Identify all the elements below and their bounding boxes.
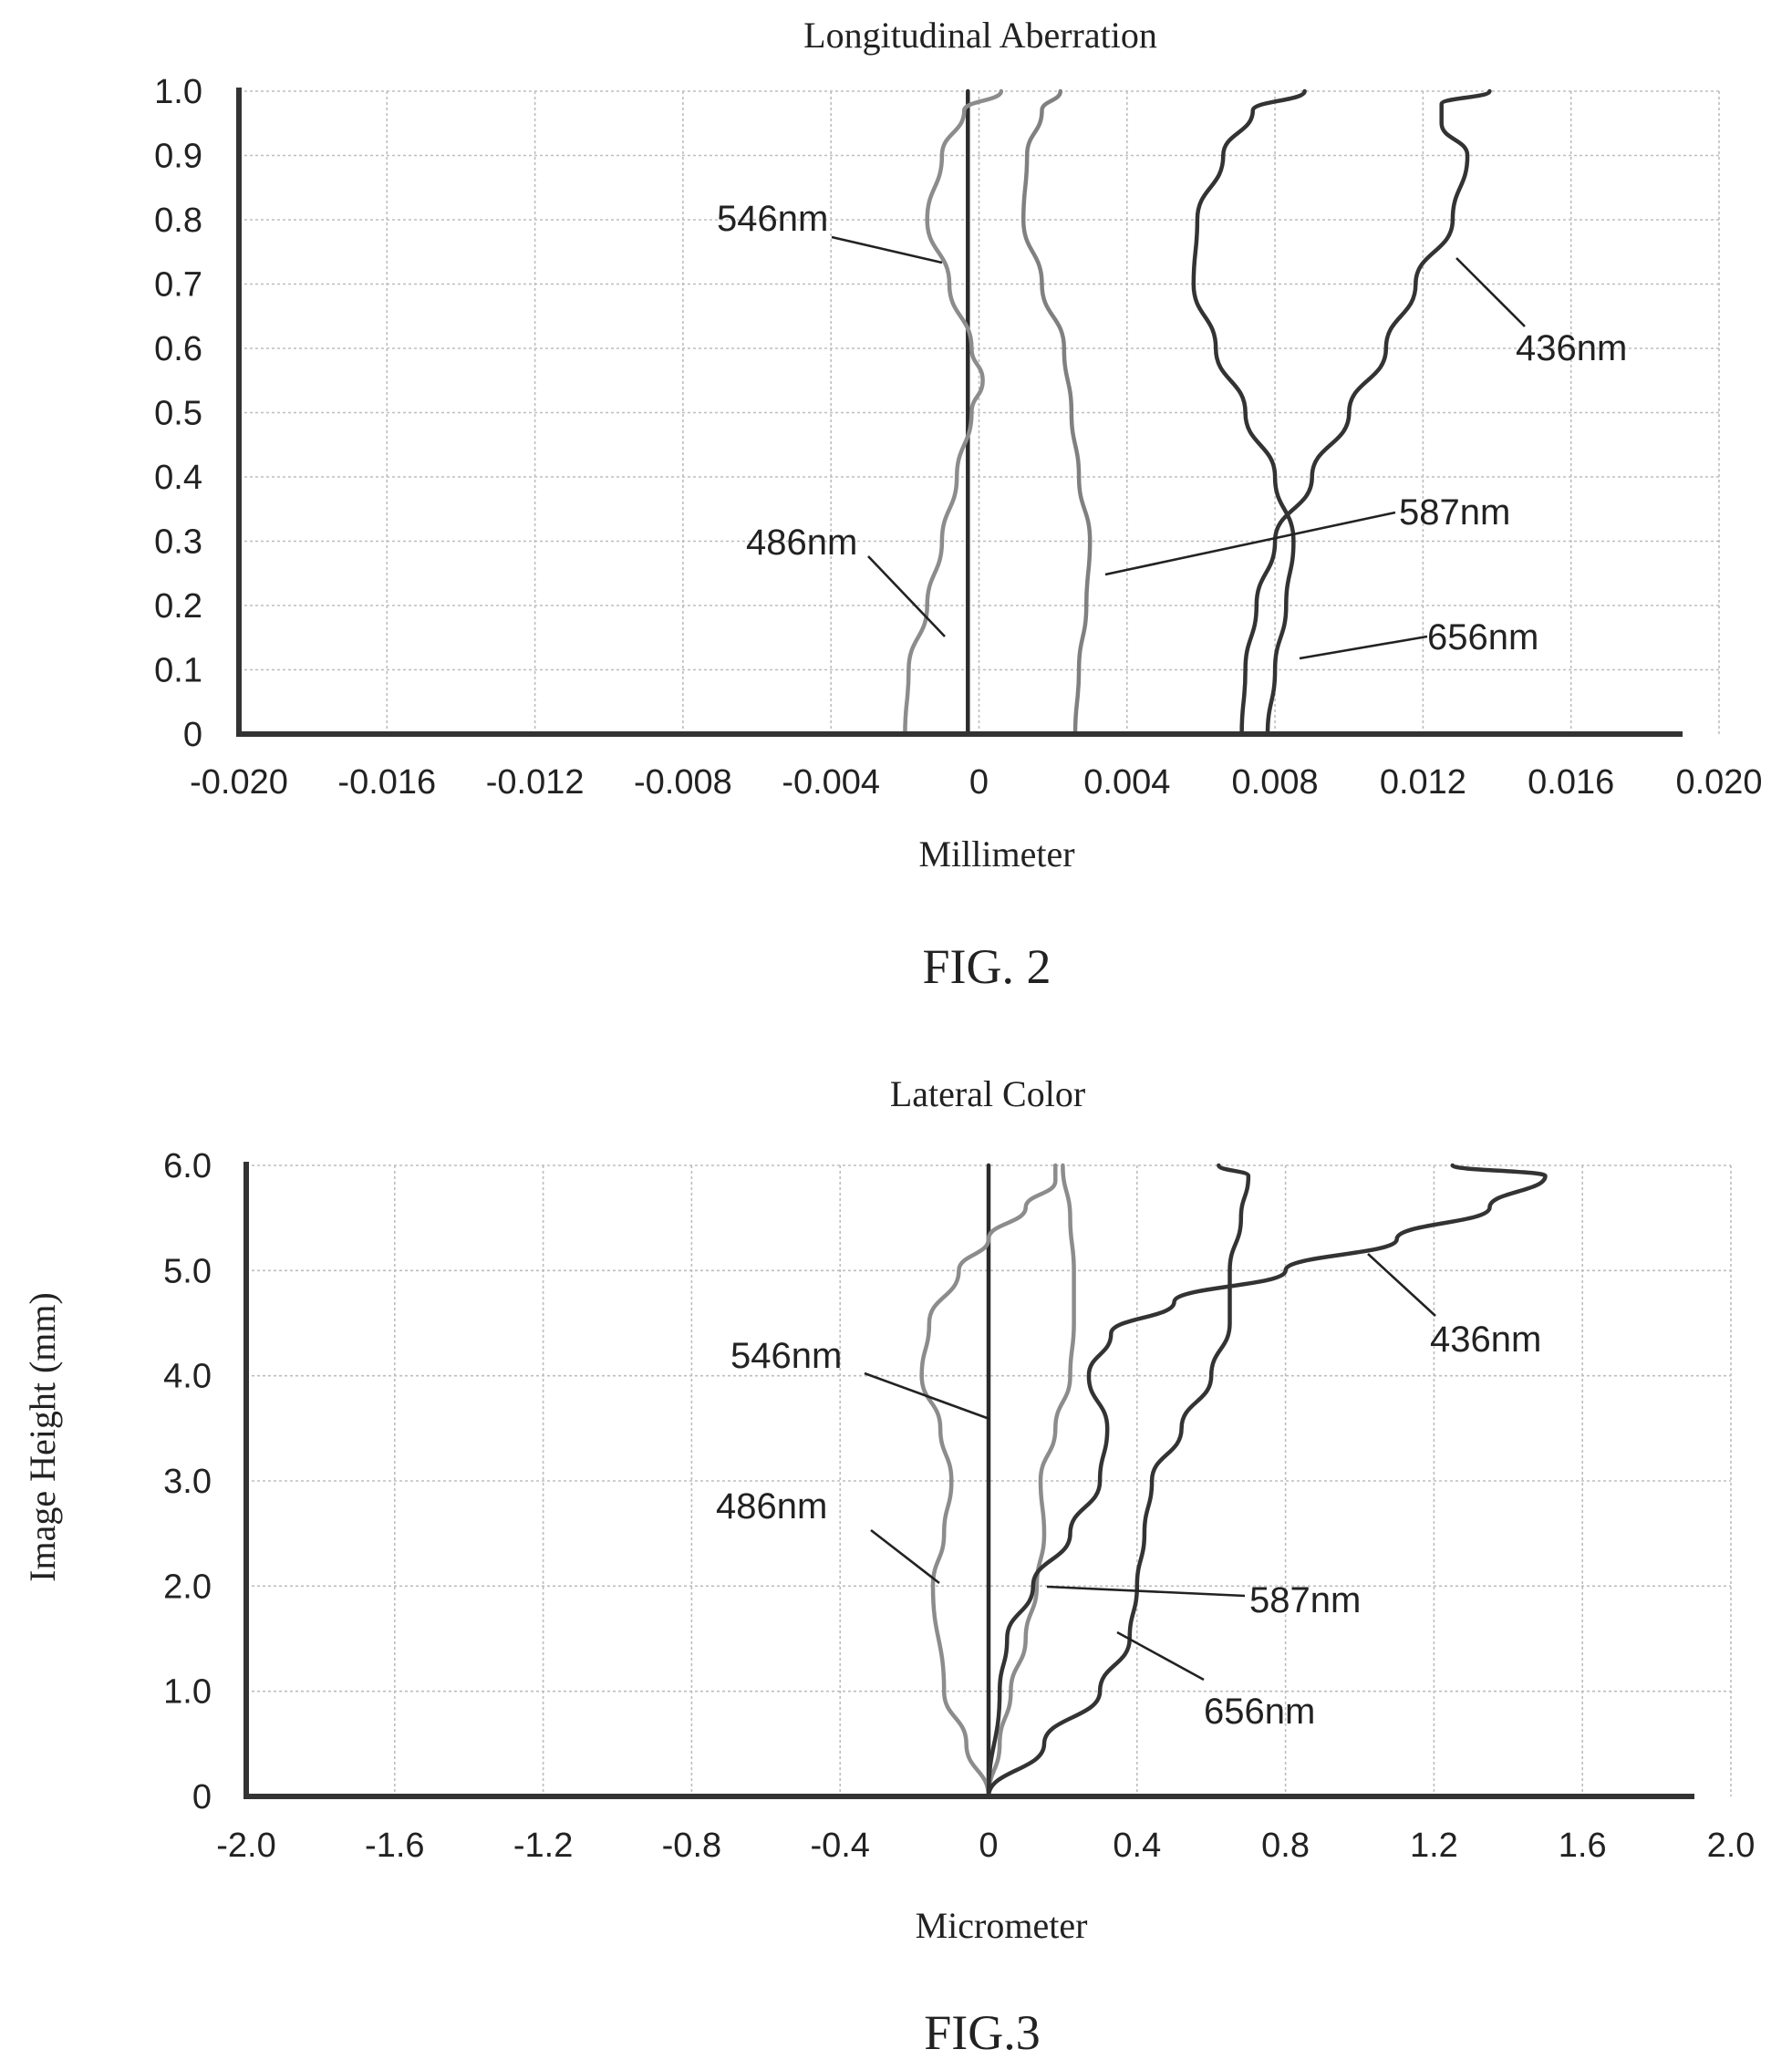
y-tick-label: 0.2 [154,587,202,626]
chart2-annotations: 546nm 486nm 587nm 656nm 436nm [716,1253,1541,1732]
x-tick-label: 0 [979,1827,998,1865]
x-tick-label: -1.2 [513,1827,573,1865]
chart2-x-axis-label: Micrometer [916,1905,1088,1946]
x-tick-label: -0.008 [634,763,732,802]
chart2-title: Lateral Color [890,1073,1085,1114]
y-tick-label: 6.0 [163,1147,212,1185]
series-line-587nm [1020,88,1093,737]
x-tick-label: 0.016 [1528,763,1614,802]
x-tick-label: -2.0 [216,1827,275,1865]
y-tick-label: 0.5 [154,395,202,433]
chart2-y-tick-labels: 0 1.0 2.0 3.0 4.0 5.0 6.0 [163,1147,212,1816]
x-tick-label: 0.008 [1232,763,1319,802]
chart1-series [903,88,1492,737]
series-line-436nm [986,1163,1548,1799]
chart1-axes [236,88,1683,737]
chart1-annotations: 546nm 486nm 587nm 656nm 436nm [717,199,1627,660]
x-tick-label: -0.8 [662,1827,721,1865]
annotation-leader-546nm [864,1371,990,1421]
y-tick-label: 0.4 [154,459,202,497]
y-tick-label: 0.6 [154,330,202,368]
figure-3-caption: FIG.3 [924,2005,1041,2060]
x-tick-label: -0.4 [810,1827,869,1865]
annotation-leader-656nm [1299,635,1428,660]
x-tick-label: -0.020 [190,763,288,802]
annotation-546nm: 546nm [730,1336,842,1376]
annotation-leader-546nm [831,235,943,264]
y-tick-label: 1.0 [154,73,202,111]
y-tick-label: 5.0 [163,1252,212,1290]
y-tick-label: 0.3 [154,523,202,562]
annotation-436nm: 436nm [1516,328,1627,368]
y-tick-label: 3.0 [163,1463,212,1501]
annotation-leader-587nm [1104,511,1396,576]
chart1-y-tick-labels: 0 0.1 0.2 0.3 0.4 0.5 0.6 0.7 0.8 0.9 1.0 [154,73,202,754]
lateral-color-chart: Lateral Color -2.0 -1.6 -1.2 -0.8 -0.4 0 0.4 0.… [22,1073,1755,2060]
annotation-656nm: 656nm [1427,617,1538,657]
annotation-436nm: 436nm [1430,1320,1541,1360]
chart1-grid [239,90,1720,734]
annotation-486nm: 486nm [716,1486,827,1527]
y-tick-label: 2.0 [163,1568,212,1606]
annotation-leader-656nm [1116,1630,1205,1682]
x-tick-label: -0.004 [782,763,880,802]
y-tick-label: 0 [192,1778,212,1816]
x-tick-label: 0.012 [1380,763,1466,802]
series-line-656nm [1191,88,1307,737]
x-tick-label: 0.4 [1113,1827,1161,1865]
series-line-656nm [986,1163,1251,1799]
x-tick-label: -0.016 [337,763,436,802]
annotation-leader-436nm [1455,257,1526,327]
chart2-x-tick-labels: -2.0 -1.6 -1.2 -0.8 -0.4 0 0.4 0.8 1.2 1.6 2.0 [216,1827,1755,1865]
annotation-546nm: 546nm [717,199,828,239]
y-tick-label: 0 [183,716,202,754]
longitudinal-aberration-chart: Longitudinal Aberration -0.020 -0.016 -0.0… [154,15,1762,994]
x-tick-label: 0 [969,763,989,802]
series-line-486nm [903,88,1004,737]
x-tick-label: 1.2 [1410,1827,1458,1865]
annotation-656nm: 656nm [1204,1692,1315,1732]
x-tick-label: 0.020 [1675,763,1762,802]
series-line-436nm [1239,88,1492,737]
x-tick-label: 1.6 [1559,1827,1607,1865]
x-tick-label: -1.6 [365,1827,424,1865]
series-line-587nm [986,1163,1076,1799]
chart1-x-axis-label: Millimeter [918,833,1074,875]
chart1-x-tick-labels: -0.020 -0.016 -0.012 -0.008 -0.004 0 0.004 0.00… [190,763,1762,802]
series-line-486nm [919,1163,1058,1799]
annotation-587nm: 587nm [1399,492,1510,533]
chart2-series [919,1163,1548,1799]
chart2-grid [246,1164,1732,1796]
x-tick-label: 0.8 [1261,1827,1310,1865]
annotation-587nm: 587nm [1249,1580,1361,1620]
y-tick-label: 0.1 [154,652,202,690]
annotation-486nm: 486nm [746,523,857,563]
y-tick-label: 0.7 [154,266,202,305]
figure-2-caption: FIG. 2 [922,939,1051,994]
annotation-leader-436nm [1367,1253,1436,1317]
annotation-leader-486nm [867,555,946,637]
annotation-leader-587nm [1046,1585,1246,1598]
y-tick-label: 4.0 [163,1358,212,1396]
y-tick-label: 0.9 [154,138,202,176]
chart1-title: Longitudinal Aberration [803,15,1157,56]
y-tick-label: 0.8 [154,202,202,240]
chart2-y-axis-label: Image Height (mm) [22,1292,63,1582]
x-tick-label: -0.012 [486,763,585,802]
x-tick-label: 0.004 [1083,763,1170,802]
annotation-leader-486nm [870,1528,940,1585]
x-tick-label: 2.0 [1707,1827,1756,1865]
chart2-axes [243,1162,1694,1799]
y-tick-label: 1.0 [163,1673,212,1712]
